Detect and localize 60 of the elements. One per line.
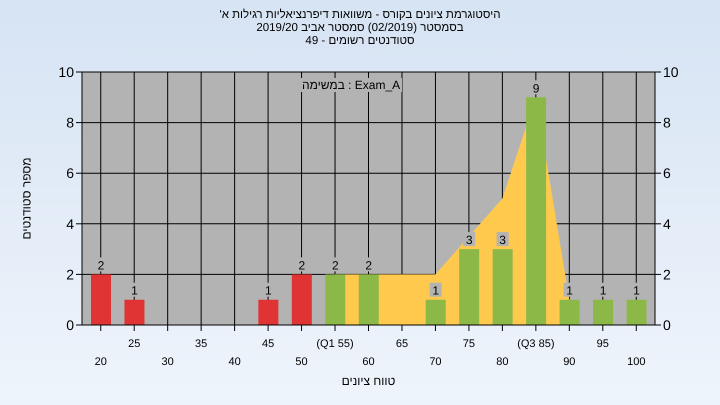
x-tick-label: 70 — [429, 356, 442, 368]
x-tick-label: 50 — [295, 356, 308, 368]
x-tick-label: 75 — [462, 338, 476, 350]
bar — [325, 274, 346, 325]
y-tick-label: 10 — [58, 64, 74, 80]
x-tick-label: 45 — [262, 338, 274, 350]
bar — [593, 300, 614, 325]
x-tick-label: 80 — [496, 356, 509, 368]
y2-tick-label: 6 — [663, 165, 671, 182]
data-label: 1 — [265, 284, 272, 298]
annotation: במשימה : Exam_A — [300, 78, 402, 92]
data-label: 1 — [633, 284, 640, 298]
bar — [560, 300, 580, 325]
bar — [526, 97, 546, 325]
y-axis-title: מספר סטודנטים — [19, 157, 34, 240]
data-label: 1 — [566, 284, 574, 298]
x-tick-label: 95 — [596, 338, 609, 350]
bar — [124, 300, 144, 325]
y2-tick-label: 10 — [663, 64, 679, 80]
y-tick-label: 2 — [66, 266, 74, 282]
x-tick-label: 90 — [563, 356, 576, 368]
bar — [258, 300, 278, 325]
y-tick-label: 0 — [66, 316, 74, 333]
x-tick-label: 40 — [228, 356, 241, 368]
y2-tick-label: 8 — [663, 114, 671, 131]
bar — [426, 300, 446, 325]
bar — [292, 274, 312, 325]
data-label: 2 — [365, 258, 372, 272]
x-axis-title: טווח ציונים — [342, 374, 396, 388]
y2-tick-label: 4 — [663, 216, 671, 232]
x-tick-label: 20 — [94, 356, 107, 368]
bar — [626, 300, 647, 325]
y-tick-label: 8 — [66, 114, 74, 131]
data-label: 2 — [332, 258, 339, 272]
bar — [459, 249, 480, 325]
data-label: 2 — [98, 258, 105, 272]
data-label: 1 — [131, 284, 138, 298]
bar — [91, 274, 111, 325]
data-label: 2 — [298, 258, 306, 272]
chart-title: 'היסטוגרמת ציונים בקורס - משוואות דיפרנציאליות רגילות א — [218, 9, 502, 22]
x-tick-label: 25 — [128, 338, 140, 350]
data-label: 9 — [532, 81, 540, 96]
data-label: 1 — [432, 284, 440, 298]
data-label: 3 — [466, 233, 473, 248]
bar — [492, 249, 513, 325]
bar — [358, 274, 379, 325]
y-tick-label: 4 — [66, 216, 74, 232]
x-tick-label: 30 — [162, 356, 174, 368]
data-label: 3 — [499, 233, 506, 248]
x-tick-label: (Q3 85) — [517, 338, 554, 350]
y-tick-label: 6 — [66, 165, 74, 182]
data-label: 1 — [600, 284, 607, 298]
x-tick-label: 100 — [627, 356, 646, 368]
y2-tick-label: 0 — [663, 316, 671, 333]
x-tick-label: 35 — [195, 338, 208, 350]
y2-tick-label: 2 — [663, 266, 671, 282]
x-tick-label: 65 — [396, 338, 408, 350]
x-tick-label: (Q1 55) — [316, 338, 354, 350]
x-tick-label: 60 — [362, 356, 375, 368]
chart-subtitle: בסמסטר (02/2019) סמסטר אביב 2019/20 סטודנטים רשומים - 49 — [255, 22, 465, 48]
